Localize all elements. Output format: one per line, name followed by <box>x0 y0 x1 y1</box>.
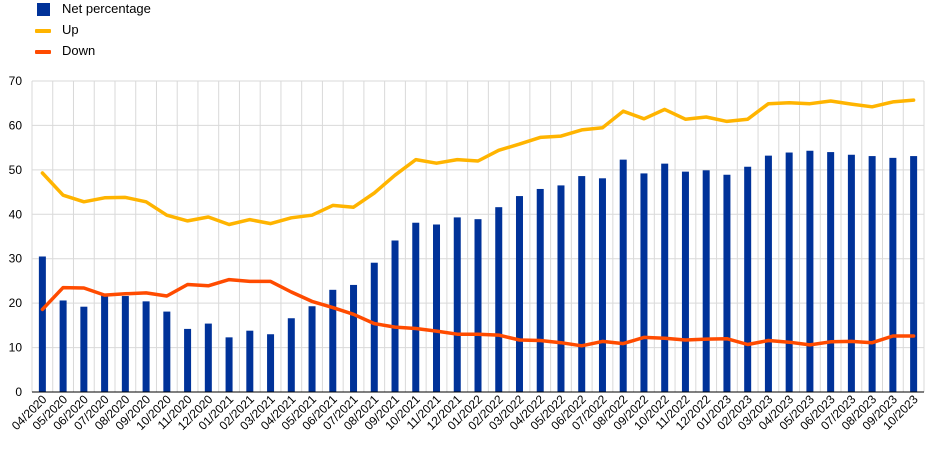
bar-net-percentage <box>184 328 192 392</box>
bar-net-percentage <box>557 185 565 392</box>
y-tick-label: 40 <box>9 207 23 221</box>
bar-net-percentage <box>121 296 129 392</box>
bar-net-percentage <box>474 219 482 392</box>
legend-swatch-net-percentage <box>37 3 50 16</box>
bar-net-percentage <box>598 178 606 392</box>
lines <box>40 98 916 348</box>
bar-net-percentage <box>681 171 689 392</box>
y-tick-label: 60 <box>9 118 23 132</box>
line-up <box>40 98 916 227</box>
bar-net-percentage <box>889 157 897 392</box>
bar-net-percentage <box>868 156 876 392</box>
legend-swatch-down <box>35 50 51 54</box>
bar-net-percentage <box>495 207 503 392</box>
y-tick-label: 0 <box>15 385 22 399</box>
legend-label-down: Down <box>62 43 96 58</box>
bar-net-percentage <box>101 294 109 392</box>
y-tick-label: 10 <box>9 341 23 355</box>
bar-net-percentage <box>433 224 441 392</box>
bar-net-percentage <box>515 196 523 392</box>
bar-net-percentage <box>163 311 171 392</box>
legend-swatch-up <box>35 29 51 33</box>
bars-net-percentage <box>38 150 918 392</box>
bar-net-percentage <box>246 330 254 392</box>
bar-net-percentage <box>308 306 316 392</box>
bar-net-percentage <box>806 150 814 392</box>
bar-net-percentage <box>640 173 648 392</box>
line-down <box>40 277 916 348</box>
legend-label-net-percentage: Net percentage <box>62 1 151 16</box>
bar-net-percentage <box>847 154 855 392</box>
bar-net-percentage <box>578 176 586 392</box>
bar-net-percentage <box>827 152 835 392</box>
bar-net-percentage <box>59 300 67 392</box>
bar-net-percentage <box>267 334 275 392</box>
bar-net-percentage <box>702 170 710 392</box>
bar-net-percentage <box>536 188 544 392</box>
bar-net-percentage <box>370 262 378 392</box>
bar-net-percentage <box>661 163 669 392</box>
bar-net-percentage <box>204 323 212 392</box>
y-tick-label: 70 <box>9 74 23 88</box>
bar-net-percentage <box>38 256 46 392</box>
y-tick-label: 20 <box>9 296 23 310</box>
bar-net-percentage <box>225 337 233 392</box>
bar-net-percentage <box>142 301 150 392</box>
y-tick-label: 50 <box>9 163 23 177</box>
bar-net-percentage <box>764 155 772 392</box>
bar-net-percentage <box>619 159 627 392</box>
bar-net-percentage <box>744 166 752 392</box>
legend-label-up: Up <box>62 22 79 37</box>
bar-net-percentage <box>350 284 358 392</box>
bar-net-percentage <box>329 289 337 392</box>
bar-net-percentage <box>287 318 295 392</box>
y-tick-label: 30 <box>9 252 23 266</box>
bar-net-percentage <box>80 306 88 392</box>
bar-net-percentage <box>412 222 420 392</box>
bar-net-percentage <box>723 174 731 392</box>
bar-net-percentage <box>391 240 399 392</box>
bar-net-percentage <box>785 152 793 392</box>
bar-net-percentage <box>910 156 918 392</box>
bar-net-percentage <box>453 217 461 392</box>
